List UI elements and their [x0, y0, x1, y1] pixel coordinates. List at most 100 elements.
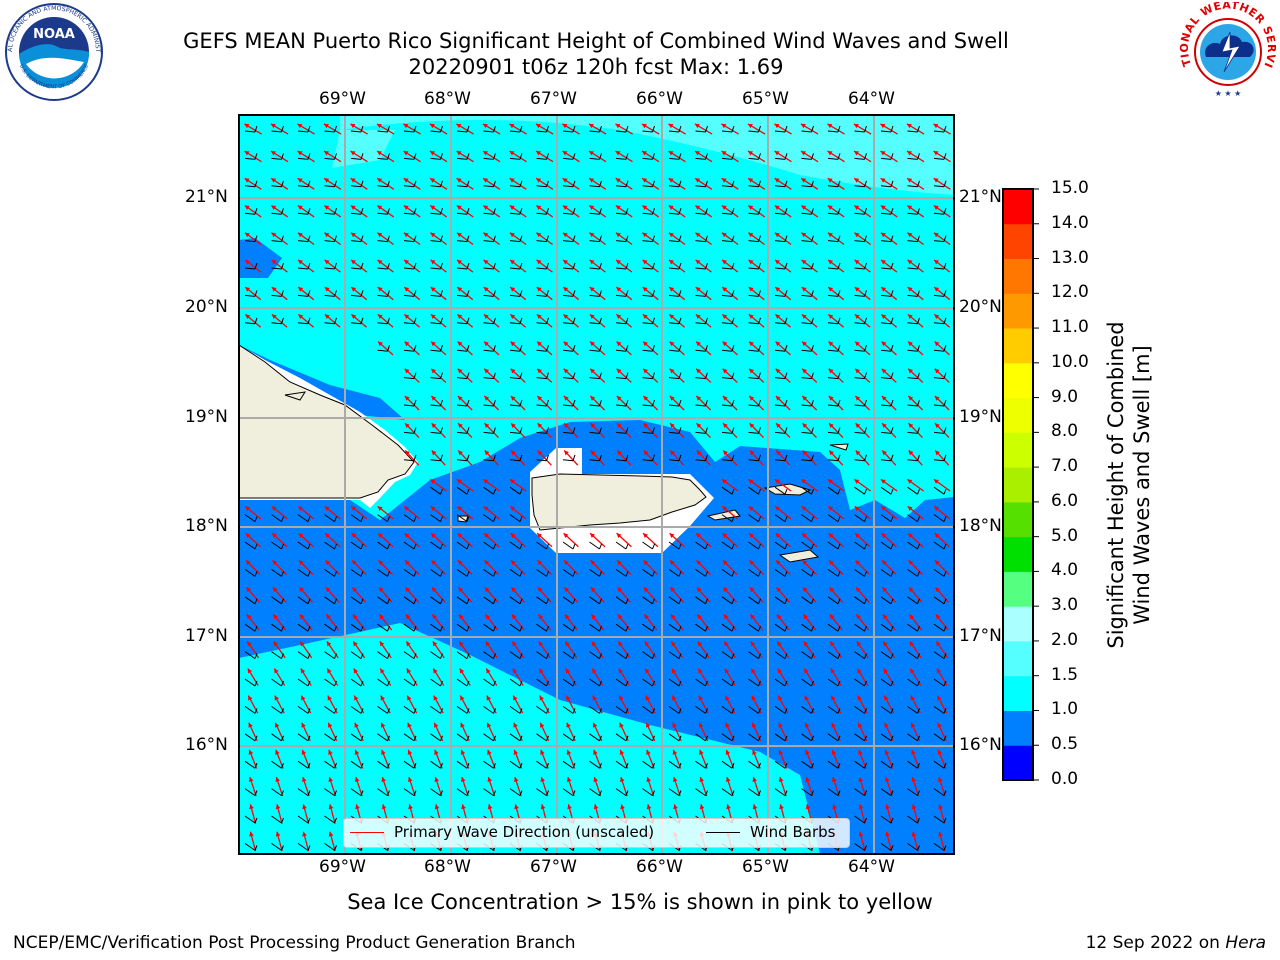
wind-barb-flag [519, 763, 523, 769]
wind-barb-flag [599, 262, 602, 270]
wave-arrowhead [854, 232, 860, 238]
wind-barb [430, 349, 441, 352]
wave-arrowhead [459, 668, 465, 674]
wave-arrowhead [855, 450, 861, 456]
wind-barb-flag [943, 454, 947, 461]
wind-barb [377, 760, 388, 769]
wave-arrowhead [247, 668, 253, 674]
wind-barb-flag [678, 345, 682, 352]
wind-barb [880, 431, 892, 434]
wind-barb-flag [705, 543, 708, 550]
wind-barb [536, 130, 547, 133]
wind-barb-flag [334, 680, 337, 687]
wave-arrowhead [324, 232, 330, 238]
wind-barb [642, 760, 653, 769]
wave-arrowhead [883, 641, 888, 647]
wave-arrowhead [354, 749, 360, 755]
wind-barb-flag [917, 571, 920, 577]
wind-barb [642, 157, 653, 160]
wave-arrowhead [301, 695, 306, 701]
wind-barb [880, 404, 892, 407]
wind-barb-flag [387, 180, 390, 187]
wind-barb [350, 212, 362, 215]
wave-arrowhead [802, 396, 808, 401]
wind-barb-flag [387, 763, 390, 769]
wave-arrowhead [484, 423, 490, 429]
wave-arrowhead [805, 777, 811, 783]
wind-barb [377, 596, 388, 605]
wave-arrowhead [430, 479, 436, 484]
wind-barb-flag [917, 708, 920, 714]
wind-barb [377, 705, 388, 714]
wind-barb-flag [546, 345, 549, 352]
wind-barb [483, 733, 494, 742]
wave-arrowhead [643, 450, 649, 456]
wind-barb-flag [519, 372, 523, 379]
wind-barb-flag [413, 125, 417, 133]
wind-barb-flag [943, 543, 947, 550]
wave-arrowhead [749, 450, 755, 456]
wind-barb-flag [837, 571, 841, 577]
wind-barb [854, 431, 865, 434]
wind-barb [933, 733, 945, 742]
wind-barb [695, 568, 706, 577]
wind-barb-flag [837, 516, 841, 522]
wave-arrowhead [513, 777, 519, 783]
wind-barb-flag [493, 235, 496, 242]
wind-barb-flag [334, 763, 337, 769]
wind-barb [695, 733, 706, 742]
wave-arrowhead [669, 341, 675, 347]
wind-barb [562, 130, 574, 133]
wave-arrowhead [325, 560, 331, 566]
wind-barb [880, 733, 892, 742]
wind-barb [509, 623, 521, 632]
wave-arrowhead [405, 450, 410, 456]
wind-barb [536, 459, 547, 462]
wind-barb-flag [466, 571, 470, 577]
wind-barb [324, 514, 335, 523]
wind-barb-flag [652, 790, 655, 796]
wind-barb [324, 568, 335, 577]
wave-arrowhead [643, 423, 649, 429]
wind-barb [774, 486, 786, 495]
wind-barb-flag [837, 489, 841, 495]
wind-barb-flag [440, 708, 443, 714]
wind-barb-flag [519, 543, 523, 550]
wind-barb-flag [705, 180, 708, 187]
wave-arrowhead [933, 123, 939, 129]
wave-arrowhead [590, 396, 596, 401]
wind-barb-flag [519, 208, 523, 215]
lat-label-right: 17°N [959, 626, 1002, 646]
wind-barb-flag [943, 153, 947, 160]
wind-barb-flag [943, 262, 947, 270]
wave-arrowhead [483, 287, 489, 292]
wave-arrowhead [536, 259, 542, 265]
wave-arrowhead [935, 423, 940, 429]
wave-arrowhead [431, 450, 437, 456]
wind-barb [721, 596, 733, 605]
wave-arrowhead [616, 341, 622, 347]
wind-barb-flag [917, 290, 920, 297]
wind-barb [456, 431, 468, 434]
wave-arrowhead [802, 341, 807, 347]
wave-arrowhead [457, 259, 463, 265]
wind-barb [589, 431, 600, 434]
wind-barb [907, 678, 918, 687]
wind-barb-flag [917, 317, 920, 324]
wind-barb-flag [440, 372, 443, 379]
wind-barb [509, 568, 521, 577]
wind-barb-flag [307, 845, 311, 851]
wave-arrowhead [934, 396, 940, 401]
wave-arrowhead [484, 396, 490, 401]
wind-barb-flag [731, 626, 735, 632]
wind-barb [695, 130, 706, 133]
wind-barb-flag [784, 653, 788, 659]
wave-arrowhead [590, 587, 596, 593]
wind-barb [668, 541, 680, 550]
colorbar-tick-label: 6.0 [1051, 490, 1079, 511]
wind-barb-flag [652, 427, 655, 434]
wind-barb [642, 404, 653, 407]
wind-barb [562, 267, 574, 270]
wind-barb [801, 322, 812, 325]
wave-arrowhead [351, 506, 357, 511]
